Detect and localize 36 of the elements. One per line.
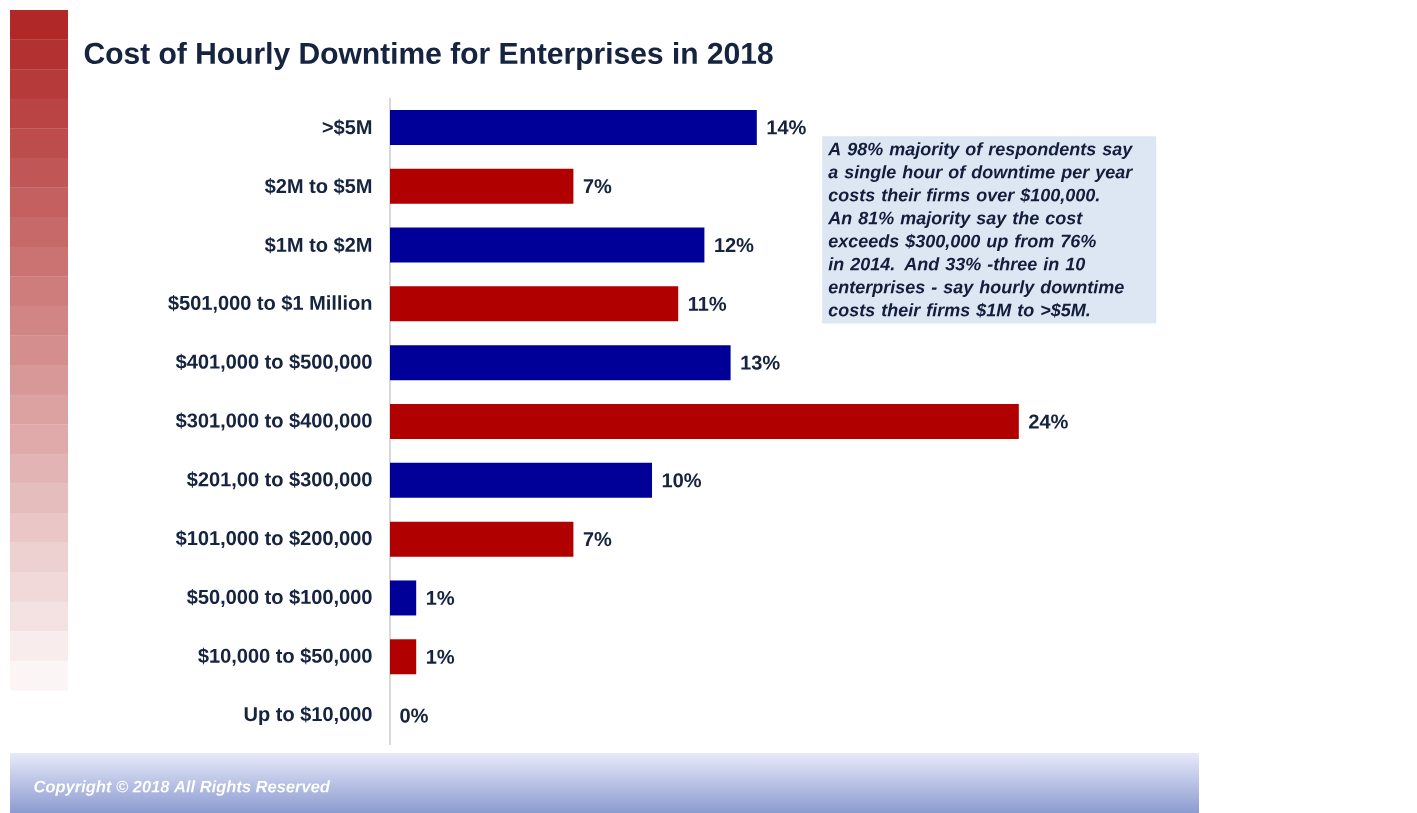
y-tick-label: $101,000 to $200,000 [175,530,372,549]
bar [390,286,679,322]
data-label: 0% [400,708,428,723]
data-label: 10% [662,473,702,488]
y-tick-label: $10,000 to $50,000 [198,647,372,666]
bar [390,168,574,204]
bar [390,109,757,145]
y-tick-label: $301,000 to $400,000 [175,412,372,431]
text: Copyright © 2018 All Rights Reserved [34,780,331,796]
annotation: A 98% majority of respondents say a single hour of downtime per year costs their firms over $100,000. [827,142,1134,205]
data-label: 11% [688,296,727,311]
y-tick-label: $201,00 to $300,000 [187,471,372,490]
data-label: 13% [741,355,780,370]
bar [390,345,731,381]
bar [390,580,417,616]
data-label: 14% [767,120,806,135]
data-label: 1% [426,590,455,605]
y-tick-label: >$5M [322,119,372,136]
y-tick-label: $401,000 to $500,000 [175,353,372,372]
data-label: 12% [715,237,754,253]
bar [390,462,653,498]
data-label: 1% [426,649,455,664]
data-label: 7% [583,532,612,547]
y-tick-label: $1M to $2M [264,236,372,254]
data-label: 7% [583,179,612,194]
data-label: 24% [1029,414,1068,429]
y-tick-label: $50,000 to $100,000 [187,588,372,607]
y-tick-label: Up to $10,000 [244,706,372,726]
chart-title: Cost of Hourly Downtime for Enterprises in 2018 [84,42,773,70]
y-tick-label: $501,000 to $1 Million [168,294,372,313]
bar [390,521,574,557]
bar [390,639,417,675]
annotation: An 81% majority say the cost exceeds $300,000 up from 76% in 2014. And 33% -three in 10 enterprises - say hourly downtime costs their firms $1M to >$5M. [827,211,1124,318]
bar [390,227,705,263]
bar [390,404,1019,439]
y-tick-label: $2M to $5M [264,178,372,195]
